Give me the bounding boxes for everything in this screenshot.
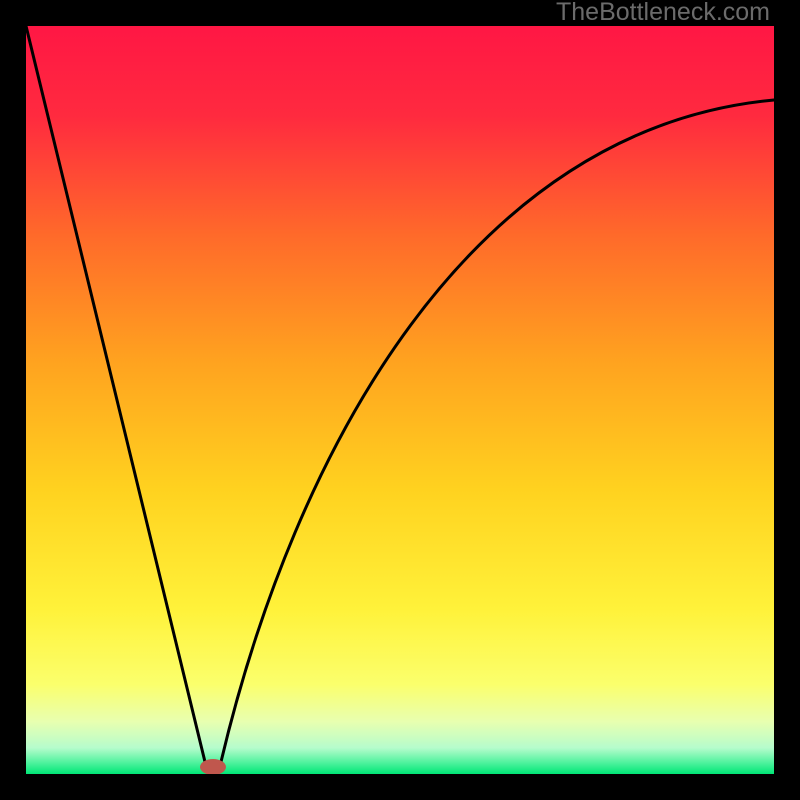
chart-frame: TheBottleneck.com <box>0 0 800 800</box>
plot-background-gradient <box>26 26 774 774</box>
watermark-text: TheBottleneck.com <box>556 0 770 27</box>
